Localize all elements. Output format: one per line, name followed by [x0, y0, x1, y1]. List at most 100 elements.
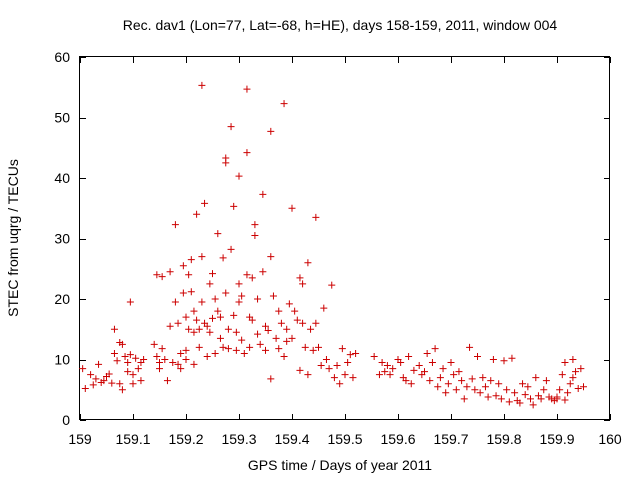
data-point — [182, 313, 190, 321]
data-point — [198, 253, 206, 261]
data-point — [95, 360, 103, 368]
data-point — [301, 343, 309, 351]
data-point — [206, 328, 214, 336]
data-point — [431, 345, 439, 353]
data-point — [283, 325, 291, 333]
data-point — [322, 356, 330, 363]
data-point — [460, 395, 468, 403]
data-point — [219, 343, 227, 351]
data-point — [126, 298, 134, 306]
y-tick-label: 10 — [54, 352, 70, 368]
data-point — [198, 298, 206, 306]
data-point — [315, 343, 322, 351]
plot-frame — [79, 56, 610, 420]
data-point — [211, 295, 219, 303]
data-point — [269, 292, 277, 300]
data-point — [574, 385, 582, 393]
data-point — [341, 371, 349, 379]
data-point — [529, 401, 537, 409]
data-point — [153, 271, 161, 279]
data-point — [158, 345, 166, 353]
data-point — [564, 389, 572, 397]
x-tick-label: 159.2 — [168, 431, 203, 447]
data-point — [277, 319, 285, 327]
data-point — [352, 349, 360, 357]
data-point — [415, 362, 423, 370]
data-point — [232, 346, 240, 354]
data-point — [572, 368, 580, 376]
y-tick-label: 60 — [54, 49, 70, 65]
data-point — [532, 374, 540, 382]
data-point — [397, 359, 405, 367]
x-tick-labels: 159 159.1 159.2 159.3 159.4 159.5 159.6 159.7 15… — [68, 431, 622, 447]
data-point — [177, 365, 185, 373]
data-point — [569, 356, 577, 363]
data-point — [299, 280, 307, 288]
data-point — [214, 230, 222, 238]
y-tick-label: 0 — [62, 412, 70, 428]
data-point — [243, 271, 251, 279]
data-point — [262, 322, 269, 330]
x-tick-label: 159.1 — [115, 431, 150, 447]
data-point — [484, 393, 492, 401]
data-point — [497, 395, 505, 403]
data-point — [156, 365, 163, 373]
data-point — [254, 295, 262, 303]
data-point — [126, 351, 134, 359]
data-point — [235, 298, 243, 306]
data-point — [280, 100, 288, 108]
data-point — [481, 383, 489, 391]
data-point — [540, 386, 548, 394]
y-tick-label: 50 — [54, 110, 70, 126]
data-point — [524, 383, 532, 391]
data-point — [402, 377, 410, 385]
data-point — [442, 389, 450, 397]
data-point — [405, 352, 413, 360]
data-point — [312, 319, 320, 327]
x-tick-label: 159.4 — [274, 431, 309, 447]
data-point — [256, 340, 264, 348]
data-point — [224, 325, 232, 333]
data-point — [275, 307, 283, 315]
data-point — [116, 380, 124, 388]
y-tick-label: 30 — [54, 231, 70, 247]
data-point — [466, 343, 474, 351]
data-point — [492, 392, 500, 400]
data-point — [280, 352, 288, 360]
data-point — [222, 159, 230, 167]
data-point — [92, 375, 100, 383]
data-point — [129, 371, 137, 379]
data-point — [89, 381, 97, 389]
data-point — [100, 377, 108, 385]
data-point — [455, 368, 463, 376]
data-point — [158, 273, 166, 281]
data-point — [320, 304, 328, 312]
data-point — [248, 274, 256, 282]
data-point — [201, 199, 209, 207]
y-tick-labels: 0 10 20 30 40 50 60 — [54, 49, 70, 428]
y-tick-label: 20 — [54, 291, 70, 307]
data-point — [198, 81, 206, 89]
data-point — [519, 380, 527, 388]
data-point — [267, 127, 275, 135]
data-point — [179, 262, 187, 270]
data-point — [174, 360, 182, 368]
data-point — [203, 352, 211, 360]
data-point — [243, 149, 251, 157]
data-point — [307, 325, 315, 333]
data-point — [140, 356, 148, 363]
data-point — [230, 311, 238, 319]
data-point — [407, 380, 415, 388]
data-point — [238, 336, 246, 344]
data-point — [232, 328, 240, 336]
data-point — [110, 349, 118, 357]
data-point — [214, 307, 222, 315]
data-point — [219, 254, 227, 262]
data-point — [246, 343, 254, 351]
data-point — [317, 362, 325, 370]
x-tick-label: 159.6 — [380, 431, 415, 447]
data-point — [421, 368, 428, 376]
data-point — [580, 383, 587, 391]
data-point — [476, 389, 484, 397]
data-point — [556, 386, 564, 394]
